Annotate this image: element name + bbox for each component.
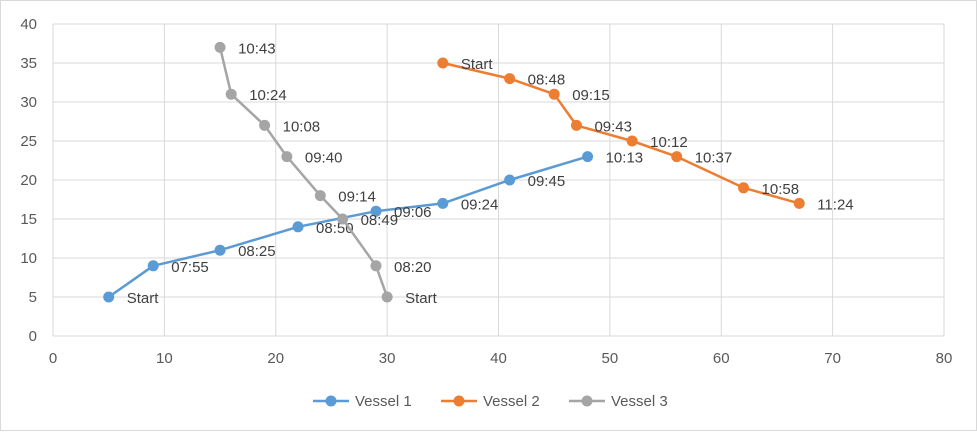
vessel-3-data-label: 08:49 [361, 212, 399, 229]
vessel-2-point [570, 119, 582, 131]
vessel-2-data-label: Start [461, 56, 494, 73]
vessel-3-point [370, 260, 382, 272]
vessel-1-point [370, 205, 382, 217]
vessel-2-point [793, 197, 805, 209]
x-tick-label: 70 [824, 350, 841, 367]
legend-vessel-3-marker [581, 395, 593, 407]
y-tick-label: 5 [29, 289, 37, 306]
vessel-2-data-label: 10:37 [695, 150, 733, 167]
vessel-1-data-label: Start [127, 290, 160, 307]
vessel-3-data-label: 10:24 [249, 87, 287, 104]
vessel-1-point [147, 260, 159, 272]
vessel-2-point [738, 182, 750, 194]
vessel-2-point [437, 57, 449, 69]
vessel-2-data-label: 10:58 [762, 181, 800, 198]
vessel-1-data-label: 07:55 [171, 259, 209, 276]
vessel-2-data-label: 11:24 [817, 196, 853, 213]
vessel-1-point [504, 174, 516, 186]
vessel-1-data-label: 09:24 [461, 196, 499, 213]
vessel-2-point [548, 88, 560, 100]
vessel-2-point [626, 135, 638, 147]
x-tick-label: 20 [267, 350, 284, 367]
vessel-2-line [442, 61, 800, 205]
vessel-3-data-label: 09:14 [338, 189, 376, 206]
vessel-1-data-label: 09:45 [528, 173, 566, 190]
legend-vessel-1-marker [325, 395, 337, 407]
y-tick-label: 35 [20, 55, 37, 72]
vessel-3-data-label: 09:40 [305, 150, 343, 167]
vessel-1-point [214, 244, 226, 256]
vessel-1-data-label: 09:06 [394, 204, 432, 221]
vessel-1-data-label: 10:13 [606, 150, 644, 167]
vessel-3-point [337, 213, 349, 225]
vessel-3-data-label: 10:08 [283, 118, 321, 135]
y-tick-label: 10 [20, 250, 37, 267]
vessel-3-point [314, 190, 326, 202]
vessel-3-point [381, 291, 393, 303]
vessel-2-point [504, 73, 516, 85]
vessel-2-data-label: 08:48 [528, 72, 566, 89]
vessel-3-data-label: 08:20 [394, 259, 432, 276]
vessel-3-point [214, 41, 226, 53]
x-tick-label: 0 [49, 350, 57, 367]
vessel-1-point [103, 291, 115, 303]
vessel-2-data-label: 09:15 [572, 87, 610, 104]
y-tick-label: 30 [20, 94, 37, 111]
x-tick-label: 80 [936, 350, 953, 367]
vessel-3-data-label: Start [405, 290, 438, 307]
vessel-2-data-label: 09:43 [594, 118, 632, 135]
legend-vessel-1-label: Vessel 1 [355, 393, 412, 410]
x-tick-label: 30 [379, 350, 396, 367]
vessel-1-line [107, 155, 588, 299]
legend-vessel-3-label: Vessel 3 [611, 393, 668, 410]
vessel-3-point [259, 119, 271, 131]
vessel-2-point [671, 151, 683, 163]
vessel-1-data-label: 08:25 [238, 243, 276, 260]
y-tick-label: 40 [20, 16, 37, 33]
vessel-3-point [281, 151, 293, 163]
vessel-1-point [292, 221, 304, 233]
x-tick-label: 40 [490, 350, 507, 367]
y-tick-label: 25 [20, 133, 37, 150]
x-tick-label: 10 [156, 350, 173, 367]
vessel-1-point [437, 197, 449, 209]
x-tick-label: 60 [713, 350, 730, 367]
x-tick-label: 50 [602, 350, 619, 367]
legend-vessel-2-marker [453, 395, 465, 407]
vessel-1-point [582, 151, 594, 163]
vessel-3-point [225, 88, 237, 100]
vessel-3-data-label: 10:43 [238, 40, 276, 57]
vessel-3-line [218, 47, 389, 298]
vessel-2-data-label: 10:12 [650, 134, 688, 151]
y-tick-label: 0 [29, 328, 37, 345]
y-tick-label: 15 [20, 211, 37, 228]
legend-vessel-2-label: Vessel 2 [483, 393, 540, 410]
y-tick-label: 20 [20, 172, 37, 189]
